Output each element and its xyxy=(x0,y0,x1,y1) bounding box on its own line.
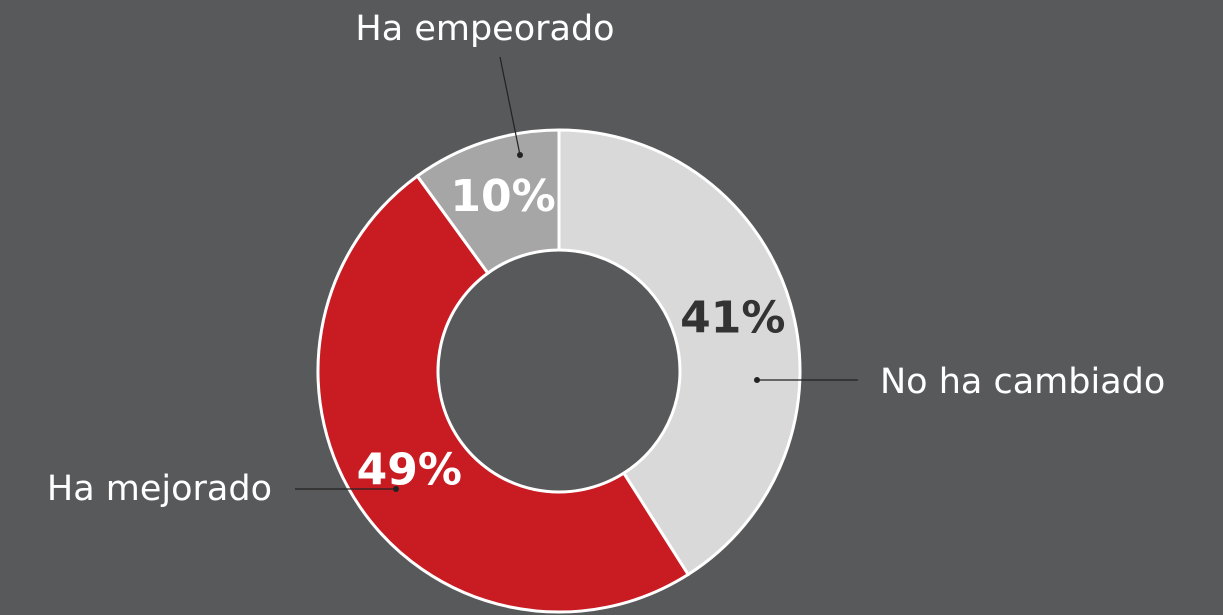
donut-slice xyxy=(557,128,802,577)
category-label: Ha mejorado xyxy=(47,469,272,509)
leader-dot xyxy=(754,377,760,383)
leader-line xyxy=(499,56,521,156)
leader-dot xyxy=(393,486,399,492)
leader-dot xyxy=(517,152,523,158)
category-label: No ha cambiado xyxy=(880,362,1165,402)
value-label: 10% xyxy=(450,171,555,222)
category-label: Ha empeorado xyxy=(355,9,614,49)
value-label: 41% xyxy=(680,293,785,344)
value-label: 49% xyxy=(357,445,462,496)
donut-slice xyxy=(415,128,561,276)
donut-slice xyxy=(316,173,691,614)
